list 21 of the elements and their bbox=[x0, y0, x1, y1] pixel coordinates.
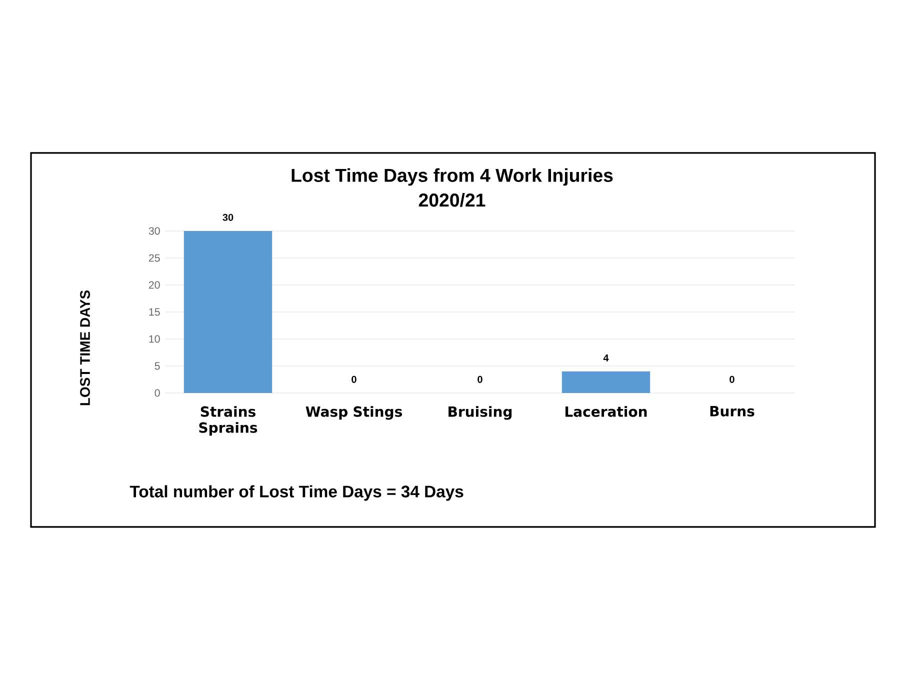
y-tick-label: 0 bbox=[154, 389, 160, 397]
data-label: 4 bbox=[603, 354, 609, 362]
x-tick-label: Bruising bbox=[448, 406, 512, 420]
chart-subtitle: 2020/21 bbox=[418, 193, 486, 207]
x-tick-label: Burns bbox=[710, 406, 754, 416]
y-tick-label: 20 bbox=[148, 281, 160, 289]
y-tick-label: 10 bbox=[149, 335, 160, 343]
text: Total number of Lost Time Days = 34 Days bbox=[130, 485, 464, 501]
x-tick-label: Laceration bbox=[565, 406, 647, 417]
x-tick-label: Wasp Stings bbox=[306, 406, 402, 420]
x-tick-label: Strains Sprains bbox=[199, 406, 258, 436]
y-axis-title: LOST TIME DAYS bbox=[80, 290, 90, 406]
data-label: 0 bbox=[478, 376, 482, 383]
data-label: 0 bbox=[730, 376, 734, 383]
y-tick-label: 5 bbox=[154, 362, 160, 370]
y-tick-label: 25 bbox=[148, 254, 160, 262]
data-label: 30 bbox=[222, 214, 234, 221]
y-tick-label: 15 bbox=[149, 308, 160, 316]
data-label: 0 bbox=[352, 376, 356, 383]
y-tick-label: 30 bbox=[148, 227, 160, 235]
chart-title: Lost Time Days from 4 Work Injuries bbox=[292, 168, 613, 186]
